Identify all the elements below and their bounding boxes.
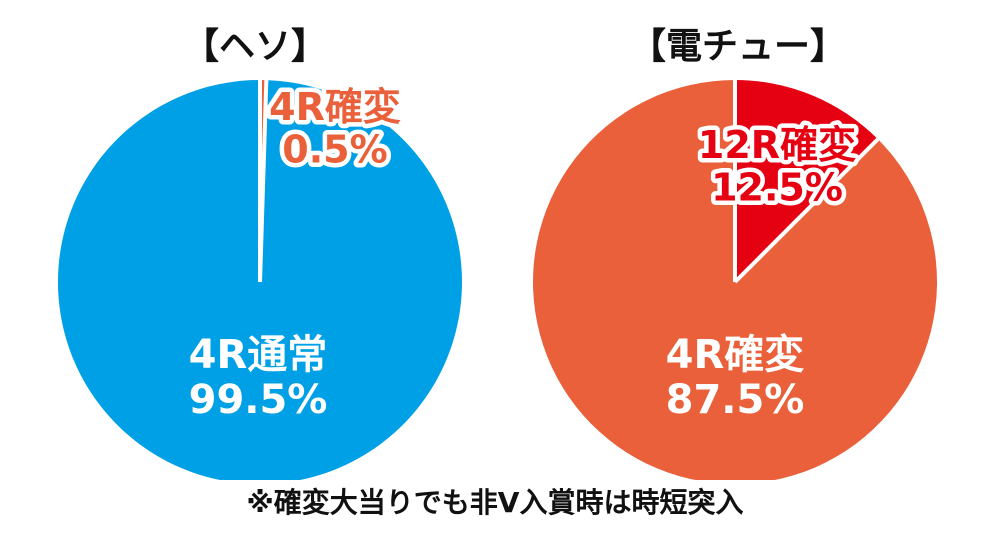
slice-value-label: 0.5% — [282, 128, 387, 172]
pie-slice-0 — [735, 80, 878, 282]
pie-slices-heso — [57, 80, 462, 485]
slice-value-label: 99.5% — [189, 377, 328, 423]
footnote: ※確変大当りでも非V入賞時は時短突入 — [247, 486, 744, 519]
slice-separator — [733, 137, 880, 284]
pie-slices-denchu — [533, 80, 938, 484]
slice-label: 4R確変 — [269, 85, 401, 129]
footnote-backdrop — [0, 480, 1000, 545]
slice-label: 12R確変 — [698, 123, 856, 167]
chart-title-heso: 【ヘソ】 — [183, 26, 327, 67]
pie-slice-1 — [57, 80, 462, 485]
chart-title-denchu: 【電チュー】 — [630, 26, 846, 67]
slice-value-outline: 0.5% — [282, 128, 387, 172]
slice-value-label: 12.5% — [711, 166, 843, 210]
slice-label-outline: 12R確変 — [698, 123, 856, 167]
slice-label: 4R通常 — [189, 332, 328, 378]
slice-value-outline: 12.5% — [711, 166, 843, 210]
slice-label-outline: 4R確変 — [269, 85, 401, 129]
slice-label: 4R確変 — [666, 332, 805, 378]
slice-separator — [258, 80, 269, 283]
slice-value-label: 87.5% — [666, 377, 805, 423]
